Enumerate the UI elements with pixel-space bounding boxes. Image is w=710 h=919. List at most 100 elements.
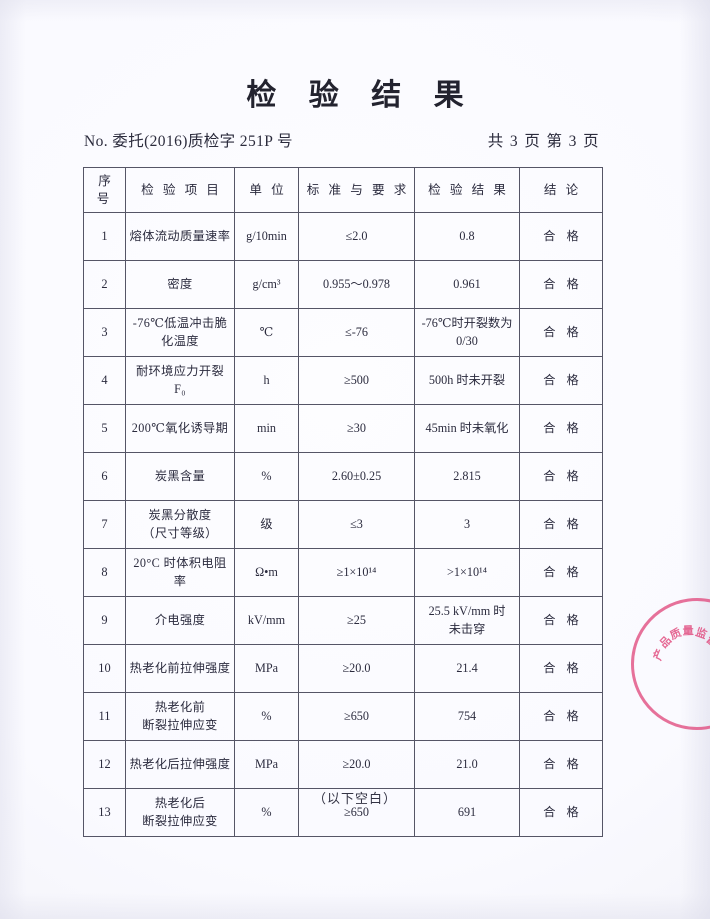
row-test-result: 0.8	[414, 212, 520, 261]
page-indicator: 共 3 页 第 3 页	[487, 133, 600, 150]
table-header-row: 序 号 检 验 项 目 单 位 标 准 与 要 求 检 验 结 果 结 论	[83, 167, 603, 213]
row-conclusion: 合 格	[519, 452, 603, 501]
row-conclusion: 合 格	[519, 404, 603, 453]
row-unit: ℃	[234, 308, 299, 357]
row-test-result: 2.815	[414, 452, 520, 501]
seal-character: 督	[703, 632, 710, 650]
table-row: 5 200℃氧化诱导期 min ≥30 45min 时未氧化合 格	[83, 404, 603, 453]
table-row: 3 -76℃低温冲击脆 化温度 ℃ ≤-76 -76℃时开裂数为 0/30 合 格	[83, 308, 603, 357]
row-standard-requirement: ≤3	[298, 500, 415, 549]
row-test-result: 21.0	[414, 740, 520, 789]
table-row: 10 热老化前拉伸强度 MPa ≥20.0 21.4 合 格	[83, 644, 603, 693]
row-index: 3	[83, 308, 126, 357]
row-unit: kV/mm	[234, 596, 299, 645]
row-conclusion: 合 格	[519, 500, 603, 549]
document-meta-row: No. 委托(2016)质检字 251P 号 共 3 页 第 3 页	[84, 129, 602, 151]
table-row: 8 20°C 时体积电阻率 Ω•m ≥1×10¹⁴ >1×10¹⁴ 合 格	[83, 548, 603, 597]
row-conclusion: 合 格	[519, 740, 603, 789]
row-item-name: 热老化前拉伸强度	[125, 644, 235, 693]
table-row: 7 炭黑分散度 （尺寸等级）级 ≤3 3 合 格	[83, 500, 603, 549]
seal-character: 品	[657, 634, 675, 651]
column-header-result: 检 验 结 果	[414, 167, 520, 213]
row-unit: h	[234, 356, 299, 405]
row-standard-requirement: ≥500	[298, 356, 415, 405]
column-header-spec: 标 准 与 要 求	[298, 167, 415, 213]
column-header-conclusion: 结 论	[519, 167, 603, 213]
row-test-result: 691	[414, 788, 520, 837]
row-item-name: -76℃低温冲击脆 化温度	[125, 308, 235, 357]
row-index: 6	[83, 452, 126, 501]
table-row: 4 耐环境应力开裂 F₀ h ≥500 500h 时未开裂合 格	[83, 356, 603, 405]
table-row: 2 密度 g/cm³ 0.955～0.978 0.961 合 格	[83, 260, 603, 309]
table-body: 1 熔体流动质量速率 g/10min ≤2.0 0.8 合 格 2 密度 g/cm³ 0.955～…	[83, 212, 603, 837]
report-number: No. 委托(2016)质检字 251P 号	[84, 133, 293, 150]
row-standard-requirement: ≥650	[298, 788, 415, 837]
row-item-name: 热老化后拉伸强度	[125, 740, 235, 789]
row-conclusion: 合 格	[519, 260, 603, 309]
row-test-result: 500h 时未开裂	[414, 356, 520, 405]
row-index: 11	[83, 692, 126, 741]
row-unit: g/cm³	[234, 260, 299, 309]
table-header: 序 号 检 验 项 目 单 位 标 准 与 要 求 检 验 结 果 结 论	[83, 167, 603, 213]
row-item-name: 200℃氧化诱导期	[125, 404, 235, 453]
row-index: 9	[83, 596, 126, 645]
row-standard-requirement: ≤2.0	[298, 212, 415, 261]
row-standard-requirement: ≥20.0	[298, 644, 415, 693]
row-standard-requirement: ≥30	[298, 404, 415, 453]
column-header-unit: 单 位	[234, 167, 299, 213]
row-index: 10	[83, 644, 126, 693]
row-standard-requirement: ≤-76	[298, 308, 415, 357]
row-conclusion: 合 格	[519, 356, 603, 405]
row-conclusion: 合 格	[519, 596, 603, 645]
row-test-result: 45min 时未氧化	[414, 404, 520, 453]
row-unit: Ω•m	[234, 548, 299, 597]
row-conclusion: 合 格	[519, 788, 603, 837]
row-index: 13	[83, 788, 126, 837]
row-item-name: 炭黑分散度 （尺寸等级）	[125, 500, 235, 549]
row-unit: %	[234, 692, 299, 741]
row-standard-requirement: ≥1×10¹⁴	[298, 548, 415, 597]
row-index: 12	[83, 740, 126, 789]
table-row: 12 热老化后拉伸强度 MPa ≥20.0 21.0 合 格	[83, 740, 603, 789]
row-item-name: 熔体流动质量速率	[125, 212, 235, 261]
row-test-result: -76℃时开裂数为 0/30	[414, 308, 520, 357]
column-header-item: 检 验 项 目	[125, 167, 235, 213]
seal-character: 量	[682, 624, 695, 638]
seal-character: 产	[650, 647, 667, 663]
table-row: 6 炭黑含量% 2.60±0.25 2.815 合 格	[83, 452, 603, 501]
table-row: 13 热老化后 断裂拉伸应变% ≥650 691 合 格	[83, 788, 603, 837]
official-seal-icon	[622, 589, 710, 739]
row-index: 1	[83, 212, 126, 261]
row-unit: min	[234, 404, 299, 453]
row-standard-requirement: ≥20.0	[298, 740, 415, 789]
row-conclusion: 合 格	[519, 308, 603, 357]
row-unit: 级	[234, 500, 299, 549]
row-item-name: 介电强度	[125, 596, 235, 645]
row-conclusion: 合 格	[519, 548, 603, 597]
seal-character: 监	[693, 625, 709, 642]
row-unit: MPa	[234, 740, 299, 789]
row-test-result: >1×10¹⁴	[414, 548, 520, 597]
row-index: 7	[83, 500, 126, 549]
row-conclusion: 合 格	[519, 212, 603, 261]
row-index: 5	[83, 404, 126, 453]
row-conclusion: 合 格	[519, 644, 603, 693]
row-unit: %	[234, 452, 299, 501]
row-test-result: 754	[414, 692, 520, 741]
row-item-name: 20°C 时体积电阻率	[125, 548, 235, 597]
row-test-result: 3	[414, 500, 520, 549]
row-index: 2	[83, 260, 126, 309]
row-test-result: 25.5 kV/mm 时 未击穿	[414, 596, 520, 645]
row-index: 4	[83, 356, 126, 405]
row-standard-requirement: ≥25	[298, 596, 415, 645]
row-standard-requirement: 2.60±0.25	[298, 452, 415, 501]
row-item-name: 密度	[125, 260, 235, 309]
row-test-result: 21.4	[414, 644, 520, 693]
table-row: 11 热老化前 断裂拉伸应变% ≥650 754 合 格	[83, 692, 603, 741]
footer-note: （以下空白）	[312, 791, 397, 806]
row-unit: g/10min	[234, 212, 299, 261]
table-row: 9 介电强度 kV/mm ≥25 25.5 kV/mm 时 未击穿合 格	[83, 596, 603, 645]
row-test-result: 0.961	[414, 260, 520, 309]
